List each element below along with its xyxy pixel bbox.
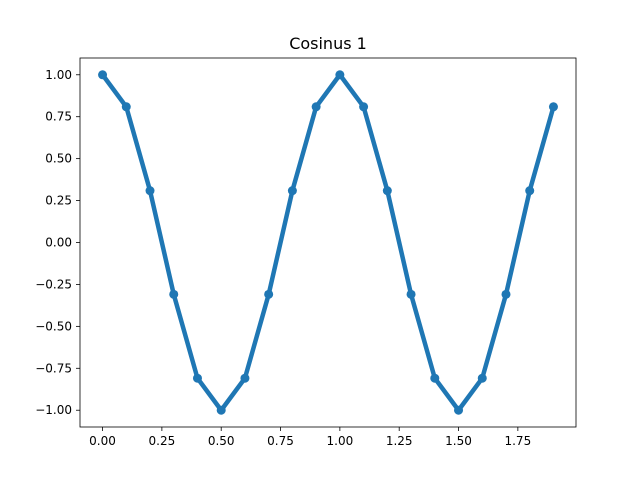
data-point-marker — [98, 70, 108, 80]
y-tick-label: 0.75 — [45, 110, 72, 124]
data-point-marker — [169, 289, 179, 299]
data-point-marker — [430, 373, 440, 383]
y-tick-label: −1.00 — [35, 403, 72, 417]
plot-frame — [79, 57, 577, 428]
data-point-marker — [216, 405, 226, 415]
data-point-marker — [525, 186, 535, 196]
x-tick-label: 0.50 — [208, 434, 235, 448]
x-tick-label: 0.00 — [89, 434, 116, 448]
data-point-marker — [501, 289, 511, 299]
data-point-marker — [287, 186, 297, 196]
data-point-marker — [406, 289, 416, 299]
x-axis: 0.00 0.25 0.50 0.75 1.00 1.25 1.50 1.75 — [89, 427, 531, 448]
chart-title: Cosinus 1 — [289, 34, 367, 53]
y-tick-label: 0.50 — [45, 152, 72, 166]
y-axis: −1.00 −0.75 −0.50 −0.25 0.00 0.25 0.50 0.75 1.00 — [35, 68, 80, 417]
x-tick-label: 1.25 — [386, 434, 413, 448]
data-point-marker — [382, 186, 392, 196]
series-line — [100, 72, 556, 413]
data-point-marker — [240, 373, 250, 383]
y-tick-label: 1.00 — [45, 68, 72, 82]
y-tick-label: −0.25 — [35, 277, 72, 291]
x-tick-label: 0.75 — [267, 434, 294, 448]
data-point-marker — [145, 186, 155, 196]
x-tick-label: 1.75 — [504, 434, 531, 448]
data-point-marker — [548, 102, 558, 112]
series-layer — [98, 70, 558, 415]
y-tick-label: 0.25 — [45, 194, 72, 208]
data-point-marker — [359, 102, 369, 112]
data-point-marker — [264, 289, 274, 299]
x-tick-label: 0.25 — [149, 434, 176, 448]
x-tick-label: 1.50 — [445, 434, 472, 448]
data-point-marker — [311, 102, 321, 112]
data-point-marker — [121, 102, 131, 112]
data-point-marker — [454, 405, 464, 415]
y-tick-label: 0.00 — [45, 236, 72, 250]
y-tick-label: −0.75 — [35, 361, 72, 375]
data-point-marker — [335, 70, 345, 80]
y-tick-label: −0.50 — [35, 319, 72, 333]
data-point-marker — [192, 373, 202, 383]
x-tick-label: 1.00 — [327, 434, 354, 448]
data-point-marker — [477, 373, 487, 383]
